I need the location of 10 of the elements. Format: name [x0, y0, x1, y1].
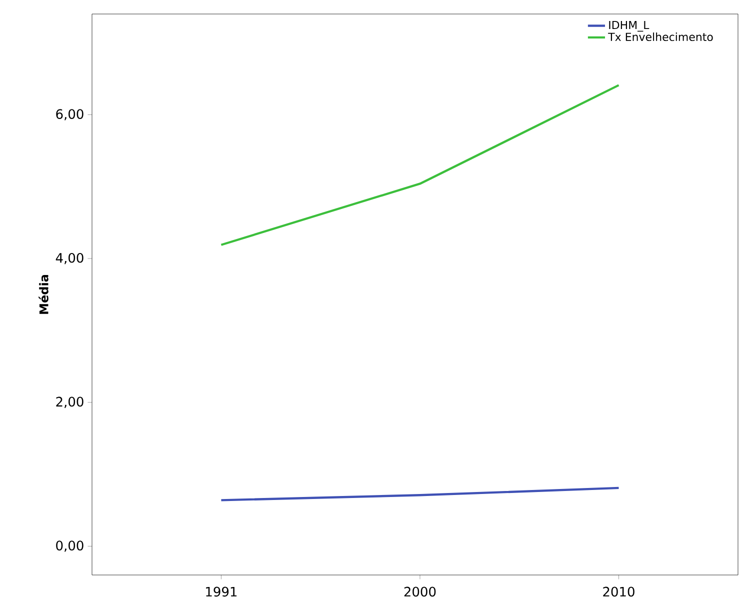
x-tick-label: 2000	[404, 586, 436, 597]
x-tick-label: 2010	[603, 586, 634, 597]
y-tick-label: 2,00	[56, 396, 84, 408]
y-axis-title: Média	[38, 274, 48, 314]
x-tick-label: 1991	[206, 586, 237, 597]
y-tick-label: 4,00	[56, 252, 84, 264]
legend-label: IDHM_L	[609, 21, 650, 32]
y-tick-label: 0,00	[56, 540, 84, 552]
legend-label: Tx Envelhecimento	[608, 32, 713, 42]
y-tick-label: 6,00	[56, 109, 84, 120]
